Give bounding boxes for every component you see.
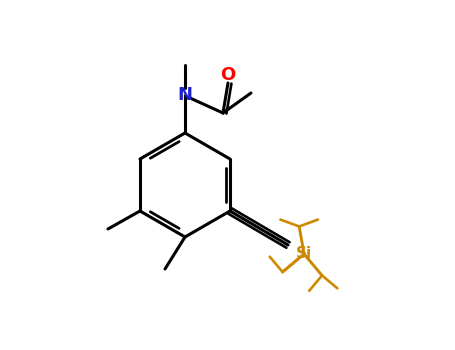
Text: O: O — [220, 66, 236, 84]
Text: N: N — [177, 86, 192, 104]
Text: Si: Si — [296, 246, 312, 261]
